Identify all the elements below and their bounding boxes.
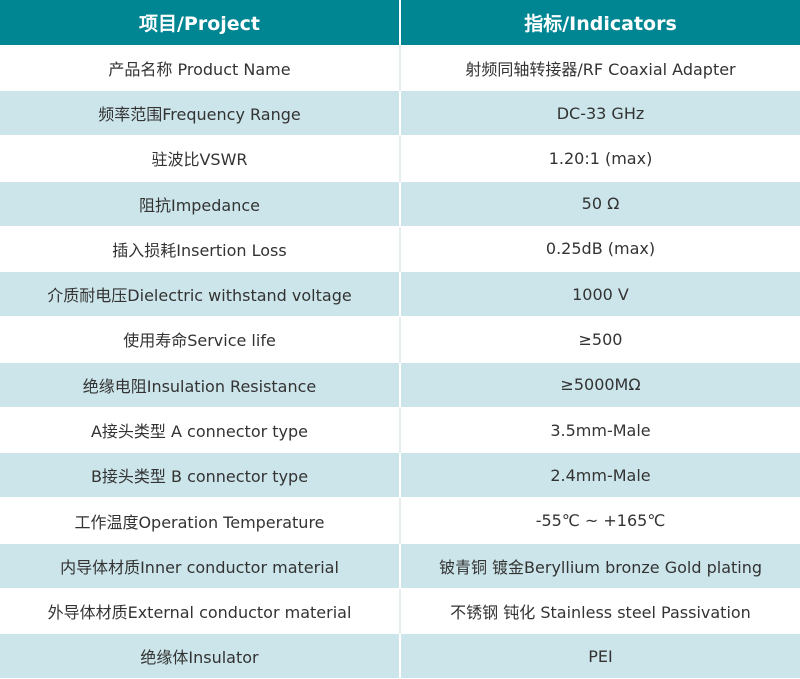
table-row: 频率范围Frequency Range DC-33 GHz [0, 90, 800, 137]
table-row: 外导体材质External conductor material 不锈钢 钝化 S… [0, 588, 800, 635]
header-indicators: 指标/Indicators [399, 0, 800, 46]
project-cell: B接头类型 B connector type [0, 452, 401, 499]
project-cell: 内导体材质Inner conductor material [0, 543, 401, 589]
indicator-cell: ≥5000MΩ [399, 362, 800, 408]
table-row: 使用寿命Service life ≥500 [0, 316, 800, 363]
project-cell: 介质耐电压Dielectric withstand voltage [0, 271, 401, 318]
indicator-cell: 1000 V [399, 271, 800, 318]
table-row: A接头类型 A connector type 3.5mm-Male [0, 407, 800, 454]
indicator-cell: 2.4mm-Male [399, 452, 800, 499]
table-row: 绝缘体Insulator PEI [0, 633, 800, 679]
table-row: 工作温度Operation Temperature -55℃ ~ +165℃ [0, 497, 800, 544]
project-cell: 驻波比VSWR [0, 135, 401, 182]
table-row: B接头类型 B connector type 2.4mm-Male [0, 452, 800, 499]
table-row: 产品名称 Product Name 射频同轴转接器/RF Coaxial Adap… [0, 45, 800, 92]
indicator-cell: -55℃ ~ +165℃ [399, 497, 800, 544]
project-cell: 频率范围Frequency Range [0, 90, 401, 137]
indicator-cell: 3.5mm-Male [399, 407, 800, 454]
indicator-cell: 铍青铜 镀金Beryllium bronze Gold plating [399, 543, 800, 589]
table-row: 绝缘电阻Insulation Resistance ≥5000MΩ [0, 362, 800, 408]
indicator-cell: ≥500 [399, 316, 800, 363]
project-cell: 插入损耗Insertion Loss [0, 226, 401, 273]
table-row: 介质耐电压Dielectric withstand voltage 1000 V [0, 271, 800, 318]
indicator-cell: 50 Ω [399, 181, 800, 227]
table-row: 内导体材质Inner conductor material 铍青铜 镀金Beryl… [0, 543, 800, 589]
project-cell: 使用寿命Service life [0, 316, 401, 363]
project-cell: 产品名称 Product Name [0, 45, 401, 92]
table-row: 插入损耗Insertion Loss 0.25dB (max) [0, 226, 800, 273]
indicator-cell: 射频同轴转接器/RF Coaxial Adapter [399, 45, 800, 92]
project-cell: 绝缘电阻Insulation Resistance [0, 362, 401, 408]
indicator-cell: 0.25dB (max) [399, 226, 800, 273]
project-cell: 工作温度Operation Temperature [0, 497, 401, 544]
indicator-cell: 1.20:1 (max) [399, 135, 800, 182]
table-row: 阻抗Impedance 50 Ω [0, 181, 800, 227]
indicator-cell: PEI [399, 633, 800, 679]
project-cell: 阻抗Impedance [0, 181, 401, 227]
project-cell: 外导体材质External conductor material [0, 588, 401, 635]
indicator-cell: 不锈钢 钝化 Stainless steel Passivation [399, 588, 800, 635]
indicator-cell: DC-33 GHz [399, 90, 800, 137]
table-header-row: 项目/Project 指标/Indicators [0, 0, 800, 46]
project-cell: 绝缘体Insulator [0, 633, 401, 679]
header-project: 项目/Project [0, 0, 401, 46]
table-row: 驻波比VSWR 1.20:1 (max) [0, 135, 800, 182]
project-cell: A接头类型 A connector type [0, 407, 401, 454]
